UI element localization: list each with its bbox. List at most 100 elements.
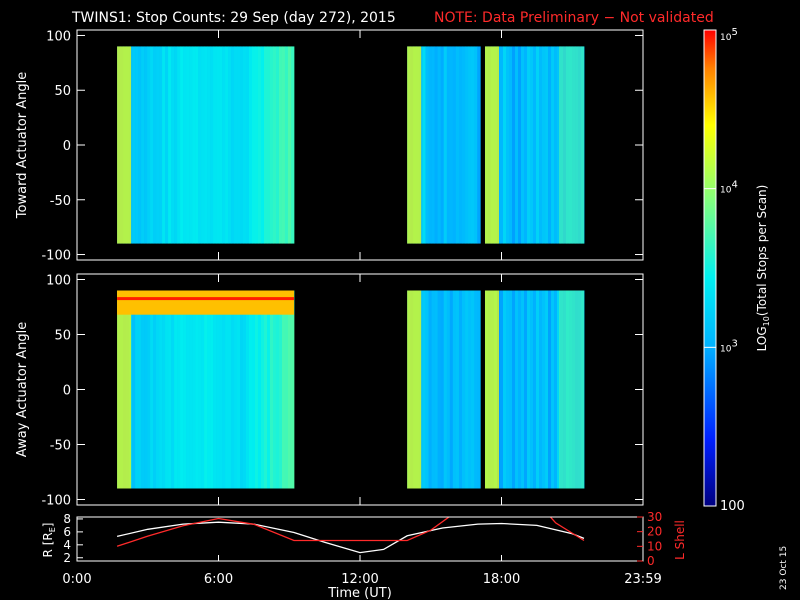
data-column	[462, 290, 466, 489]
data-column	[500, 46, 504, 244]
data-column	[515, 290, 519, 489]
data-column	[554, 290, 558, 489]
label-subscript: E	[48, 527, 57, 532]
data-column	[237, 46, 241, 244]
data-column	[422, 290, 426, 489]
colorbar-gradient	[704, 30, 716, 506]
data-column	[518, 290, 522, 489]
left-y-tick-label: 8	[63, 512, 71, 526]
data-column	[231, 46, 235, 244]
data-hot-edge	[484, 46, 499, 244]
data-column	[263, 46, 268, 244]
data-column	[545, 46, 549, 244]
data-column	[266, 290, 271, 489]
data-column	[452, 290, 457, 489]
data-column	[539, 46, 543, 244]
data-column	[548, 290, 552, 489]
data-column	[231, 290, 235, 489]
data-column	[557, 46, 561, 244]
data-column	[266, 46, 271, 244]
data-column	[150, 290, 154, 489]
data-column	[210, 46, 214, 244]
data-column	[468, 46, 472, 244]
data-column	[177, 290, 181, 489]
data-hot-edge	[484, 290, 499, 489]
data-column	[500, 290, 504, 489]
data-column	[168, 290, 172, 489]
data-column	[512, 290, 516, 489]
data-column	[437, 290, 442, 489]
data-column	[428, 290, 432, 489]
y-tick-label: 50	[54, 84, 71, 99]
data-column	[542, 290, 546, 489]
data-column	[240, 290, 244, 489]
left-y-tick-label: 6	[63, 525, 71, 539]
data-column	[524, 46, 528, 244]
data-column	[290, 290, 295, 489]
data-column	[246, 46, 250, 244]
data-column	[201, 290, 205, 489]
data-column	[201, 46, 205, 244]
data-column	[225, 290, 229, 489]
data-column	[509, 290, 513, 489]
data-column	[260, 46, 265, 244]
data-column	[254, 290, 259, 489]
data-warm-band	[559, 290, 585, 489]
data-column	[249, 290, 253, 489]
data-column	[171, 46, 175, 244]
right-y-tick-label: 20	[647, 525, 662, 539]
data-column	[135, 46, 139, 244]
data-column	[521, 46, 525, 244]
x-tick-label: 23:59	[624, 572, 661, 587]
data-column	[536, 290, 540, 489]
date-stamp: 23 Oct 15	[779, 546, 789, 590]
data-column	[462, 46, 466, 244]
data-column	[138, 46, 142, 244]
data-column	[548, 46, 552, 244]
right-y-tick-label: 10	[647, 539, 662, 553]
data-column	[284, 46, 289, 244]
away-angle-panel: 100 50 0 -50 -100 Away Actuator Angle	[15, 273, 644, 509]
data-column	[542, 46, 546, 244]
left-axis-label: R [RE]	[41, 523, 57, 558]
data-column	[234, 290, 238, 489]
data-column	[530, 290, 534, 489]
data-column	[174, 290, 178, 489]
data-column	[186, 46, 190, 244]
tick-exponent: 3	[731, 338, 737, 349]
data-column	[195, 290, 199, 489]
data-segment	[117, 290, 295, 489]
data-column	[281, 290, 286, 489]
data-column	[533, 46, 537, 244]
data-column	[272, 290, 277, 489]
data-column	[216, 46, 220, 244]
colorbar-tick-label: 103	[720, 338, 738, 354]
data-column	[440, 290, 445, 489]
data-column	[506, 46, 510, 244]
data-column	[449, 290, 454, 489]
x-tick-label: 0:00	[62, 572, 91, 587]
data-column	[452, 46, 457, 244]
data-column	[455, 46, 460, 244]
left-y-tick-label: 4	[63, 538, 71, 552]
data-column	[557, 290, 561, 489]
chart-title: TWINS1: Stop Counts: 29 Sep (day 272), 2…	[71, 10, 396, 26]
data-column	[272, 46, 277, 244]
tick-base: 100	[720, 499, 745, 514]
data-column	[144, 290, 148, 489]
data-column	[465, 46, 469, 244]
lshell-series-line	[116, 517, 585, 547]
data-column	[551, 46, 555, 244]
label-part: R [R	[41, 532, 55, 557]
data-column	[171, 290, 175, 489]
left-y-tick-label: 2	[63, 551, 71, 565]
data-column	[471, 46, 475, 244]
data-column	[228, 290, 232, 489]
y-tick-label: -50	[50, 194, 71, 209]
data-column	[269, 46, 274, 244]
data-segment	[484, 46, 585, 244]
data-column	[275, 290, 280, 489]
data-column	[174, 46, 178, 244]
data-column	[455, 290, 460, 489]
tick-exponent: 5	[731, 27, 737, 38]
